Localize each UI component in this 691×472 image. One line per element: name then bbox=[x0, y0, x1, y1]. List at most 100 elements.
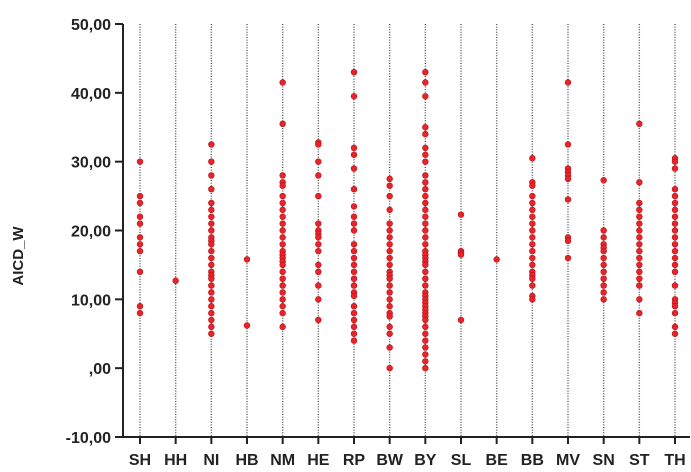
data-point-sn bbox=[600, 254, 607, 262]
category-guide-lines bbox=[139, 24, 676, 437]
data-point-by bbox=[422, 172, 429, 179]
data-point-rp bbox=[350, 254, 358, 262]
data-point-nm bbox=[279, 241, 286, 248]
data-point-nm bbox=[279, 275, 286, 282]
data-point-rp bbox=[350, 323, 358, 331]
data-point-by bbox=[422, 234, 429, 241]
data-point-nm bbox=[279, 309, 286, 317]
y-axis-title: AICD_W bbox=[10, 226, 27, 286]
data-point-ni bbox=[208, 241, 215, 248]
data-point-by bbox=[422, 158, 429, 165]
data-point-sh bbox=[136, 220, 144, 227]
data-point-he bbox=[315, 241, 322, 248]
data-point-th bbox=[671, 192, 679, 200]
data-point-by bbox=[422, 220, 429, 227]
x-tick-label-nm: NM bbox=[270, 452, 295, 469]
y-tick-label: 20,00 bbox=[71, 224, 111, 241]
data-point-sh bbox=[136, 247, 144, 255]
data-point-by bbox=[422, 144, 429, 152]
data-point-by bbox=[422, 358, 429, 365]
data-point-st bbox=[636, 213, 643, 220]
data-point-ni bbox=[208, 199, 215, 207]
data-point-st bbox=[636, 220, 643, 227]
data-point-ni bbox=[208, 323, 215, 331]
data-point-th bbox=[671, 303, 679, 310]
data-point-mv bbox=[564, 141, 572, 148]
data-point-he bbox=[315, 282, 322, 289]
data-point-bb bbox=[529, 254, 536, 262]
data-point-by bbox=[422, 351, 429, 358]
data-point-st bbox=[636, 254, 643, 262]
y-tick-label: 50,00 bbox=[71, 17, 111, 34]
data-point-by bbox=[422, 241, 429, 248]
data-point-by bbox=[422, 227, 429, 234]
data-point-ni bbox=[208, 275, 215, 282]
x-tick-label-be: BE bbox=[486, 452, 509, 469]
x-tick-label-hh: HH bbox=[164, 452, 187, 469]
data-point-sh bbox=[136, 158, 144, 165]
data-point-bb bbox=[529, 199, 536, 207]
data-point-bw bbox=[386, 175, 393, 183]
data-point-th bbox=[671, 186, 679, 193]
y-tick-label: 10,00 bbox=[71, 292, 111, 309]
data-point-ni bbox=[208, 289, 215, 296]
x-tick-label-sh: SH bbox=[129, 452, 151, 469]
data-point-sn bbox=[600, 234, 607, 241]
data-point-hb bbox=[243, 256, 251, 263]
data-point-nm bbox=[279, 199, 286, 207]
data-point-ni bbox=[208, 261, 215, 269]
data-point-rp bbox=[350, 93, 358, 100]
data-point-bw bbox=[386, 344, 393, 351]
data-point-bb bbox=[529, 234, 536, 241]
data-point-by bbox=[422, 130, 429, 138]
data-point-ni bbox=[208, 172, 215, 179]
data-point-bw bbox=[386, 234, 393, 241]
data-point-rp bbox=[350, 68, 358, 76]
data-point-th bbox=[671, 247, 679, 255]
y-tick-label: 40,00 bbox=[71, 86, 111, 103]
data-point-nm bbox=[279, 227, 286, 234]
data-point-bw bbox=[386, 247, 393, 255]
data-point-st bbox=[636, 120, 643, 128]
data-point-ni bbox=[208, 227, 215, 234]
data-point-sn bbox=[600, 296, 607, 303]
data-point-rp bbox=[350, 309, 358, 317]
data-point-st bbox=[636, 275, 643, 282]
data-point-ni bbox=[208, 330, 215, 337]
data-point-bw bbox=[386, 227, 393, 234]
data-point-mv bbox=[564, 79, 572, 86]
data-point-sh bbox=[136, 199, 144, 207]
data-point-bw bbox=[386, 364, 393, 372]
data-point-th bbox=[671, 309, 679, 317]
data-point-bb bbox=[529, 182, 536, 189]
data-point-nm bbox=[279, 213, 286, 220]
data-point-he bbox=[315, 268, 322, 275]
data-point-by bbox=[422, 268, 429, 275]
data-point-rp bbox=[350, 165, 358, 172]
data-point-st bbox=[636, 282, 643, 289]
data-point-sh bbox=[136, 241, 144, 248]
y-tick-label: ,00 bbox=[89, 361, 111, 378]
data-point-bw bbox=[386, 275, 393, 282]
data-point-nm bbox=[279, 282, 286, 289]
data-point-sl bbox=[457, 211, 465, 218]
data-point-rp bbox=[350, 275, 358, 282]
data-point-st bbox=[636, 206, 643, 214]
x-tick-label-hb: HB bbox=[235, 452, 258, 469]
data-point-nm bbox=[279, 182, 286, 189]
data-point-by bbox=[422, 179, 429, 186]
data-point-bb bbox=[529, 192, 536, 200]
data-point-st bbox=[636, 241, 643, 248]
data-point-sh bbox=[136, 268, 144, 275]
data-point-nm bbox=[279, 120, 286, 128]
data-point-ni bbox=[208, 296, 215, 303]
data-point-st bbox=[636, 199, 643, 207]
data-point-bw bbox=[386, 254, 393, 262]
data-point-sh bbox=[136, 213, 144, 220]
data-point-sn bbox=[600, 177, 607, 184]
data-point-nm bbox=[279, 323, 286, 331]
data-point-rp bbox=[350, 227, 358, 234]
data-point-bw bbox=[386, 330, 393, 337]
data-point-by bbox=[422, 192, 429, 200]
data-point-he bbox=[315, 316, 322, 324]
